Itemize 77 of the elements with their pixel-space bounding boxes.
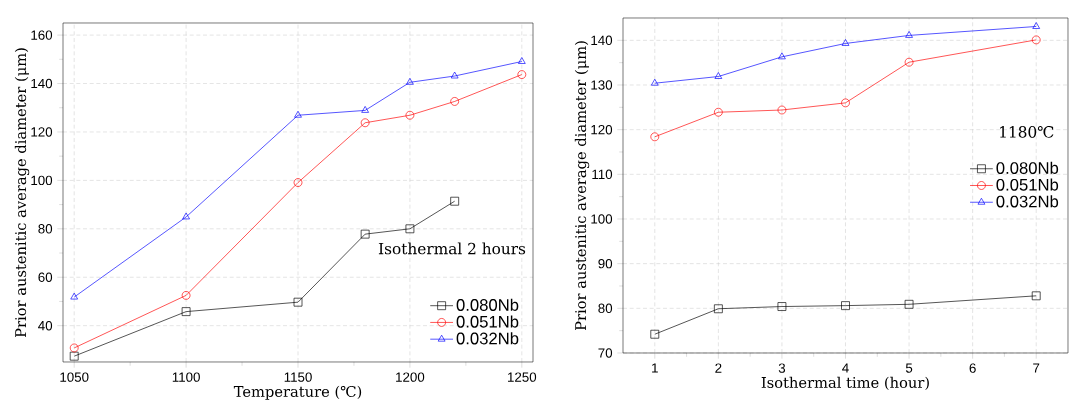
point xyxy=(518,57,526,64)
point xyxy=(450,71,459,79)
point xyxy=(69,351,79,361)
point xyxy=(405,110,415,120)
y-tick-label: 40 xyxy=(38,320,53,331)
point xyxy=(777,302,787,311)
point xyxy=(714,304,723,314)
point xyxy=(650,132,660,142)
point xyxy=(778,52,786,60)
x-tick-label: 1 xyxy=(652,363,658,373)
y-tick-label: 140 xyxy=(591,35,613,46)
point xyxy=(181,291,191,300)
y-tick-label: 90 xyxy=(598,258,613,269)
point xyxy=(904,299,914,309)
point xyxy=(182,212,190,220)
point xyxy=(181,307,191,316)
point xyxy=(714,107,723,117)
point xyxy=(69,343,79,353)
point xyxy=(841,98,850,108)
x-tick-label: 1100 xyxy=(172,372,200,382)
y-tick-label: 80 xyxy=(38,224,53,234)
point xyxy=(905,31,913,38)
y-tick-label: 80 xyxy=(598,303,613,314)
point xyxy=(1032,22,1041,29)
point xyxy=(293,178,303,187)
point xyxy=(650,329,660,339)
legend-label: 0.051Nb xyxy=(456,315,519,328)
point xyxy=(361,106,369,113)
legend-label: 0.032Nb xyxy=(996,195,1059,208)
point xyxy=(904,57,914,67)
point xyxy=(1031,291,1041,301)
y-tick-label: 140 xyxy=(31,78,53,89)
y-tick-label: 120 xyxy=(591,124,613,135)
point xyxy=(1031,35,1041,45)
y-axis-title: Prior austenitic average diameter (μm) xyxy=(14,48,30,338)
y-tick-label: 70 xyxy=(598,348,613,358)
point xyxy=(841,301,850,310)
legend-label: 0.051Nb xyxy=(996,178,1059,191)
x-tick-label: 2 xyxy=(715,363,722,373)
legend-label: 0.080Nb xyxy=(456,298,519,311)
x-axis-title: Isothermal time (hour) xyxy=(761,376,929,391)
x-tick-label: 1150 xyxy=(284,372,312,382)
point xyxy=(777,105,787,115)
point xyxy=(293,297,303,307)
x-tick-label: 1050 xyxy=(60,372,89,382)
point xyxy=(70,292,79,300)
point xyxy=(450,97,460,106)
point xyxy=(405,224,415,234)
point xyxy=(841,39,850,46)
point xyxy=(294,110,302,118)
point xyxy=(714,72,723,79)
point xyxy=(360,229,370,239)
point xyxy=(450,196,460,206)
y-tick-label: 160 xyxy=(31,30,53,40)
point xyxy=(517,70,527,79)
x-axis-title: Temperature (℃) xyxy=(233,385,362,400)
x-tick-label: 4 xyxy=(842,363,849,373)
point xyxy=(650,78,659,86)
y-tick-label: 100 xyxy=(31,175,53,186)
x-tick-label: 5 xyxy=(905,363,913,373)
y-tick-label: 60 xyxy=(38,272,53,282)
x-tick-label: 3 xyxy=(778,363,786,373)
y-axis-title: Prior austenitic average diameter (μm) xyxy=(574,41,590,331)
annotation: 1180℃ xyxy=(1000,126,1054,138)
x-tick-label: 7 xyxy=(1033,363,1040,373)
legend-label: 0.032Nb xyxy=(456,332,519,345)
x-tick-label: 1200 xyxy=(396,372,425,382)
y-tick-label: 120 xyxy=(31,127,53,137)
y-tick-label: 100 xyxy=(591,214,613,224)
y-tick-label: 110 xyxy=(592,169,613,180)
x-tick-label: 1250 xyxy=(508,372,537,382)
annotation: Isothermal 2 hours xyxy=(378,242,526,255)
y-tick-label: 130 xyxy=(591,80,613,90)
point xyxy=(406,77,414,85)
legend-label: 0.080Nb xyxy=(996,161,1059,174)
point xyxy=(360,118,370,128)
x-tick-label: 6 xyxy=(969,363,976,373)
